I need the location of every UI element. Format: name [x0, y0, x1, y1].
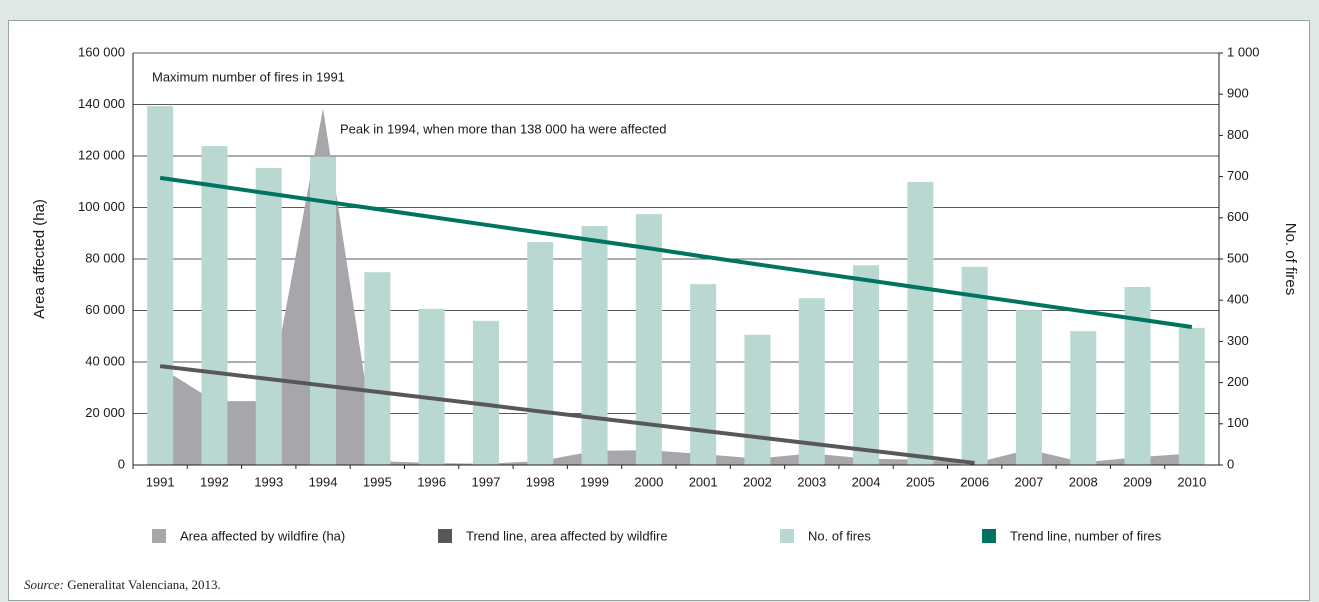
x-tick-label: 2002 — [743, 474, 772, 489]
source-label: Source: — [24, 577, 64, 592]
x-tick-label: 1997 — [471, 474, 500, 489]
bar — [1124, 287, 1151, 465]
x-tick-label: 2007 — [1014, 474, 1043, 489]
y2-tick-label: 100 — [1227, 415, 1249, 430]
bar — [1070, 331, 1097, 465]
x-tick-label: 2000 — [634, 474, 663, 489]
x-tick-label: 2010 — [1177, 474, 1206, 489]
bar — [798, 298, 825, 465]
legend-swatch — [152, 529, 166, 543]
bar — [1178, 327, 1205, 465]
bar — [472, 320, 499, 465]
x-tick-label: 1995 — [363, 474, 392, 489]
bar — [907, 181, 934, 465]
legend-label: Trend line, number of fires — [1010, 528, 1162, 543]
annotation: Maximum number of fires in 1991 — [152, 69, 345, 84]
y-tick-label: 60 000 — [85, 302, 125, 317]
x-tick-label: 1996 — [417, 474, 446, 489]
bar — [201, 146, 228, 465]
legend-swatch — [982, 529, 996, 543]
trend-line — [159, 175, 1193, 329]
y2-tick-label: 900 — [1227, 86, 1249, 101]
x-tick-label: 1992 — [200, 474, 229, 489]
bar — [527, 242, 554, 465]
y2-tick-label: 300 — [1227, 333, 1249, 348]
x-tick-label: 2009 — [1123, 474, 1152, 489]
bar — [581, 226, 608, 465]
y-tick-label: 40 000 — [85, 353, 125, 368]
x-tick-label: 1991 — [146, 474, 175, 489]
legend-label: Area affected by wildfire (ha) — [180, 528, 345, 543]
bar — [961, 266, 988, 465]
x-tick-label: 1998 — [526, 474, 555, 489]
x-tick-label: 2003 — [797, 474, 826, 489]
annotation: Peak in 1994, when more than 138 000 ha … — [340, 121, 666, 136]
y2-tick-label: 500 — [1227, 250, 1249, 265]
y2-tick-label: 600 — [1227, 209, 1249, 224]
legend-swatch — [780, 529, 794, 543]
y2-axis-title: No. of fires — [1282, 223, 1299, 296]
y-axis-title: Area affected (ha) — [31, 199, 48, 319]
source-text: Generalitat Valenciana, 2013. — [67, 577, 221, 592]
legend-label: No. of fires — [808, 528, 871, 543]
trend-line — [159, 364, 975, 465]
legend-label: Trend line, area affected by wildfire — [466, 528, 668, 543]
bar — [744, 334, 771, 465]
x-tick-label: 1999 — [580, 474, 609, 489]
y2-tick-label: 700 — [1227, 168, 1249, 183]
source: Source: Generalitat Valenciana, 2013. — [24, 577, 221, 593]
y2-tick-label: 800 — [1227, 127, 1249, 142]
y-tick-label: 120 000 — [78, 147, 125, 162]
y2-tick-label: 200 — [1227, 374, 1249, 389]
y-tick-label: 160 000 — [78, 44, 125, 59]
y-tick-label: 20 000 — [85, 405, 125, 420]
y2-tick-label: 0 — [1227, 456, 1234, 471]
y-tick-label: 100 000 — [78, 199, 125, 214]
y2-tick-label: 400 — [1227, 292, 1249, 307]
bar — [690, 284, 717, 465]
bar — [364, 272, 391, 465]
bar — [853, 265, 880, 465]
bar — [418, 308, 445, 465]
y2-tick-label: 1 000 — [1227, 44, 1260, 59]
bar — [310, 156, 337, 465]
x-tick-label: 2001 — [689, 474, 718, 489]
y-tick-label: 80 000 — [85, 250, 125, 265]
x-tick-label: 1993 — [254, 474, 283, 489]
y-tick-label: 0 — [118, 456, 125, 471]
x-tick-label: 2005 — [906, 474, 935, 489]
x-tick-label: 1994 — [309, 474, 338, 489]
x-tick-label: 2006 — [960, 474, 989, 489]
bar — [147, 106, 174, 465]
y-tick-label: 140 000 — [78, 96, 125, 111]
bar — [1015, 310, 1042, 465]
legend-swatch — [438, 529, 452, 543]
bar — [255, 167, 282, 465]
x-tick-label: 2004 — [852, 474, 881, 489]
x-tick-label: 2008 — [1069, 474, 1098, 489]
